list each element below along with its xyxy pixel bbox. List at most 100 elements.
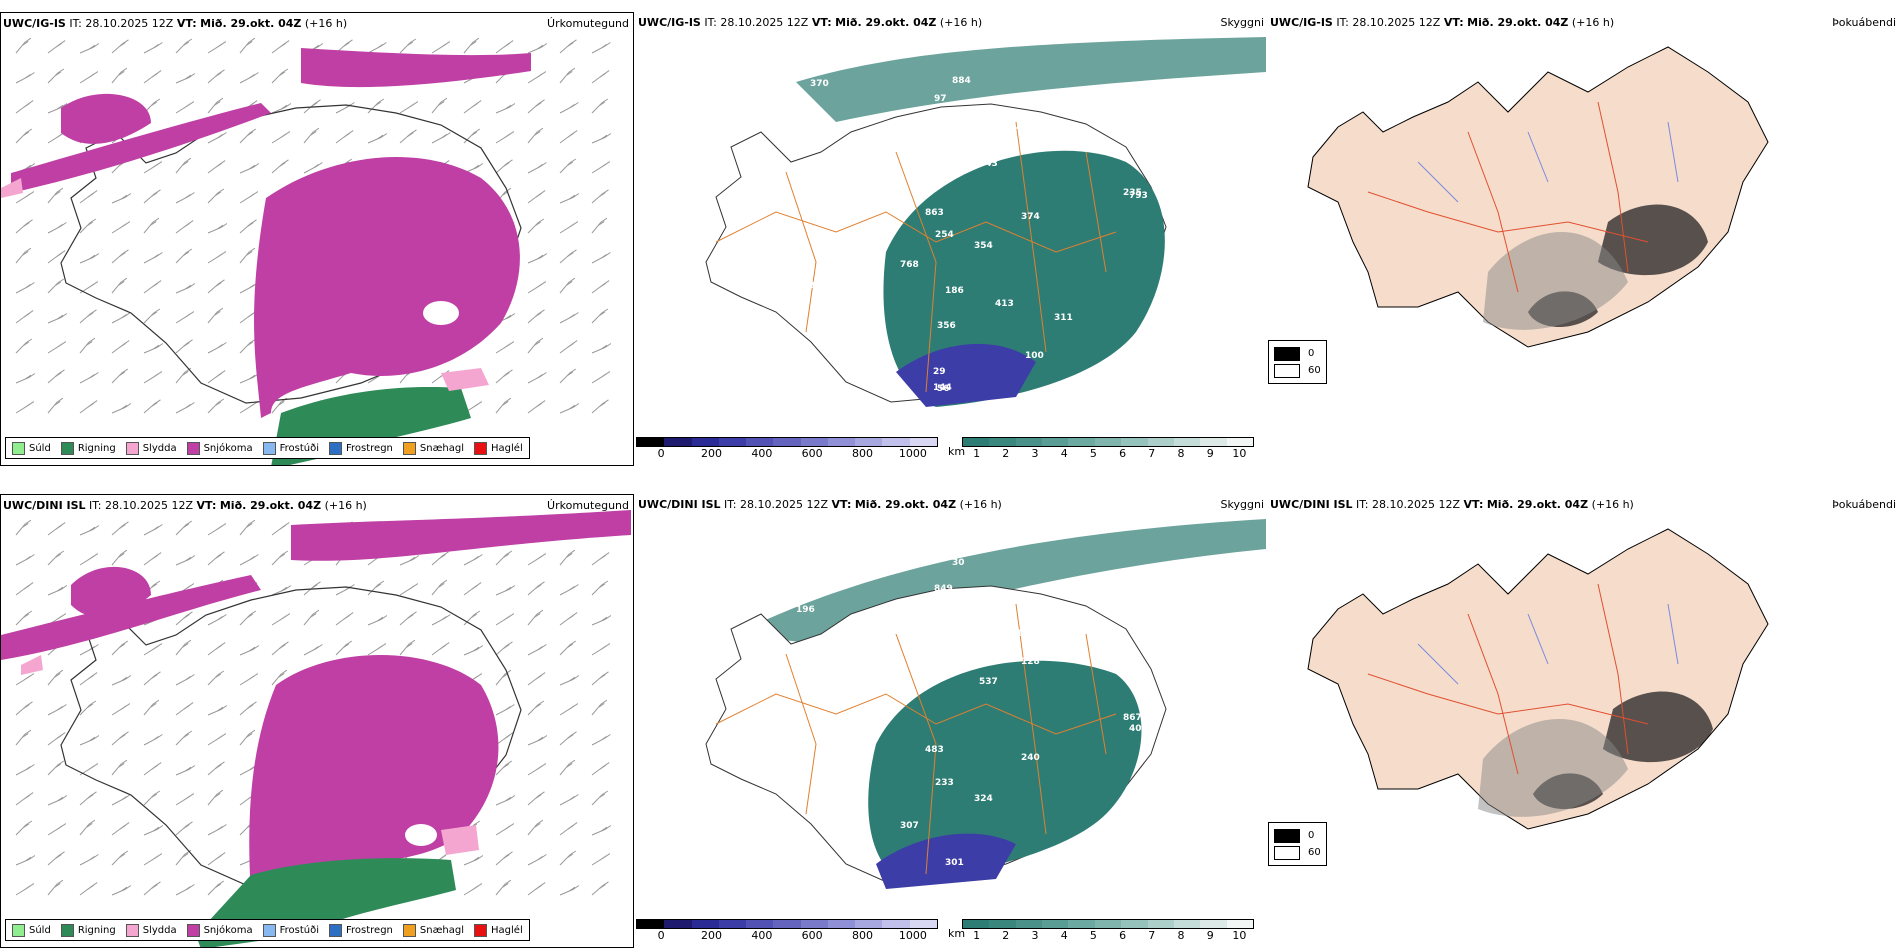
wind-barb <box>207 642 226 656</box>
ceiling-labels: 30 912 849 196 768 536 158 454 128 537 382 867 929 40… <box>796 558 1148 868</box>
wind-barb <box>527 882 546 896</box>
ceiling-label: 863 <box>925 208 944 218</box>
colorbar-tick-label: 1000 <box>898 929 927 942</box>
panel-title: Þokuábendi <box>1832 16 1896 29</box>
colorbar-cell <box>664 438 692 446</box>
colorbar-tick-label: 400 <box>751 929 773 942</box>
ceiling-label: 184 <box>857 858 876 868</box>
wind-barb <box>239 191 259 204</box>
wind-barb <box>591 399 609 414</box>
wind-barb <box>303 609 320 626</box>
wind-barb <box>495 341 515 354</box>
wind-barb <box>495 613 515 626</box>
fog-legend-label: 0 <box>1308 830 1315 841</box>
wind-barb <box>47 550 65 566</box>
wind-barb <box>47 341 67 354</box>
wind-barb <box>207 614 227 626</box>
wind-barb <box>527 372 547 384</box>
ceiling-label: 372 <box>831 235 850 245</box>
wind-barb <box>495 550 513 566</box>
panel-header: UWC/DINI ISL IT: 28.10.2025 12Z VT: Mið.… <box>638 498 1002 511</box>
ceiling-label: 301 <box>945 858 964 868</box>
wind-barb <box>143 790 161 806</box>
wind-barb <box>495 851 513 866</box>
ceiling-label: 324 <box>974 794 993 804</box>
ceiling-label: 29 <box>933 367 946 377</box>
ceiling-label: 454 <box>955 645 974 655</box>
colorbar-cell <box>637 920 665 928</box>
wind-barb <box>207 251 227 264</box>
wind-barb <box>47 732 66 746</box>
wind-barb <box>335 102 355 114</box>
wind-barb <box>47 250 66 264</box>
wind-barb <box>175 311 195 324</box>
visibility-colorbar: 1 2 3 4 5 6 7 8 9 10 km <box>948 919 1254 943</box>
wind-barb <box>239 673 259 686</box>
wind-barb <box>15 519 32 536</box>
legend-label: Slydda <box>142 924 177 936</box>
precip-type-legend: Súld Rigning Slydda Snjókoma Frostúði Frostre… <box>5 919 530 941</box>
wind-barb <box>207 761 225 776</box>
wind-barb <box>559 102 579 114</box>
roads <box>715 603 1117 875</box>
ceiling-label: 382 <box>833 681 852 691</box>
colorbar-cell <box>773 920 801 928</box>
ceiling-label: 318 <box>796 281 815 291</box>
legend-label: Rigning <box>77 924 116 936</box>
wind-barb <box>79 854 99 866</box>
wind-barb <box>111 193 132 204</box>
wind-barb <box>47 278 65 294</box>
colorbar-tick-label: 6 <box>1119 929 1127 942</box>
ceiling-label: 413 <box>995 299 1014 309</box>
ceiling-label: 30 <box>952 558 965 568</box>
roads <box>715 121 1117 393</box>
wind-barb <box>175 220 194 234</box>
wind-barb <box>207 279 225 294</box>
wind-barb <box>591 161 611 174</box>
wind-barb <box>47 369 65 384</box>
colorbar-cell <box>1147 920 1174 928</box>
wind-barb <box>239 610 257 626</box>
colorbar-tick-label: 5 <box>1089 929 1097 942</box>
wind-barb <box>271 159 289 174</box>
visibility-colorbar: 1 2 3 4 5 6 7 8 9 10 km <box>948 437 1254 461</box>
colorbar-cell <box>827 920 856 928</box>
wind-barb <box>463 128 481 144</box>
colorbar-cell <box>746 920 774 928</box>
wind-barb <box>111 39 129 54</box>
ceiling-label: 357 <box>955 136 974 146</box>
wind-barb <box>559 67 576 84</box>
wind-barb <box>175 339 193 354</box>
wind-barb <box>207 670 225 686</box>
wind-barb <box>47 68 65 84</box>
wind-barb <box>431 642 450 656</box>
wind-barb <box>143 699 160 716</box>
rivers <box>1367 101 1649 293</box>
fog-indicator-panel-dini: UWC/DINI ISL IT: 28.10.2025 12Z VT: Mið.… <box>1268 494 1900 948</box>
wind-barb <box>175 821 193 836</box>
wind-barb <box>111 675 132 686</box>
precip-type-legend: Súld Rigning Slydda Snjókoma Frostúði Frostre… <box>5 437 530 459</box>
wind-barb <box>207 789 224 806</box>
clear-patch <box>423 301 459 325</box>
ceiling-label: 233 <box>935 778 954 788</box>
panel-title: Úrkomutegund <box>547 499 629 512</box>
colorbar-tick-label: 800 <box>852 447 873 460</box>
wind-barb <box>15 401 35 414</box>
wind-barb <box>47 40 66 54</box>
wind-barb <box>559 794 579 806</box>
legend-swatch <box>402 441 416 455</box>
wind-barb <box>143 734 163 746</box>
panel-title: Úrkomutegund <box>547 17 629 30</box>
legend-swatch <box>329 441 342 455</box>
legend-label: Snjókoma <box>203 442 253 454</box>
wind-barb <box>111 221 131 234</box>
wind-barb <box>47 103 68 114</box>
wind-barb <box>15 282 35 294</box>
wind-barb <box>463 645 484 656</box>
ceiling-label: 400 <box>812 187 831 197</box>
colorbar-cell <box>855 920 883 928</box>
wind-barb <box>527 400 546 414</box>
wind-barb <box>175 367 192 384</box>
cloud-ceiling-map: 30 912 849 196 768 536 158 454 128 537 382 867 929 40… <box>705 519 1266 889</box>
